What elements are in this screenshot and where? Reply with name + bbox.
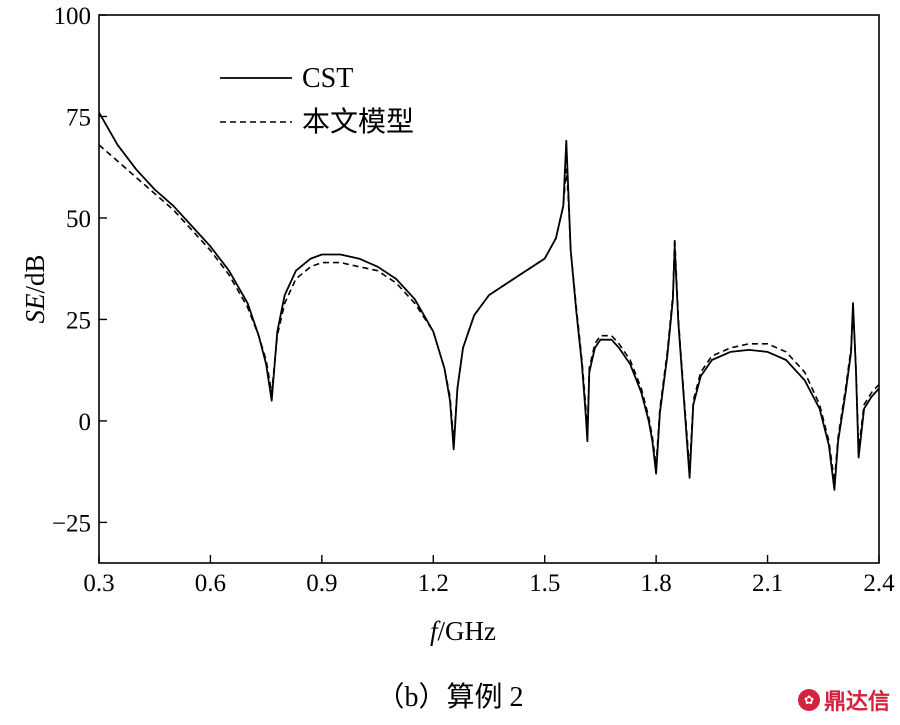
legend-label-cst: CST (302, 63, 353, 94)
y-tick-label: −25 (52, 510, 91, 537)
series-layer (98, 111, 880, 491)
y-tick-label: 75 (66, 104, 91, 131)
y-axis-title: SE/dB (20, 254, 50, 323)
x-tick-label: 0.9 (306, 570, 337, 597)
y-axis-title-unit: /dB (20, 254, 50, 293)
y-tick-label: 50 (66, 206, 91, 233)
x-axis-title-unit: /GHz (438, 616, 496, 646)
x-tick-label: 2.1 (752, 570, 783, 597)
plot-frame (98, 14, 880, 564)
watermark-text: 鼎达信 (823, 690, 890, 715)
y-tick-label: 0 (79, 409, 92, 436)
x-axis-title: f/GHz (430, 616, 496, 646)
x-tick-label: 1.2 (418, 570, 449, 597)
legend: CST 本文模型 (220, 63, 414, 138)
figure-caption: （b）算例 2 (376, 682, 524, 713)
x-tick-label: 0.6 (195, 570, 226, 597)
x-tick-label: 1.5 (529, 570, 560, 597)
y-tick-label: 25 (66, 307, 91, 334)
plot-area-border (98, 14, 880, 564)
x-tick-label: 0.3 (83, 570, 114, 597)
logo-icon: ✿ (797, 689, 820, 711)
series-line-model (98, 144, 880, 483)
watermark: ✿ 鼎达信 (797, 684, 890, 716)
legend-label-model: 本文模型 (302, 106, 414, 138)
x-tick-label: 2.4 (863, 570, 895, 597)
x-axis: 0.3 0.6 0.9 1.2 1.5 1.8 2.1 2.4 (83, 555, 895, 597)
y-axis-title-var: SE (20, 293, 50, 324)
x-tick-label: 1.8 (641, 570, 672, 597)
y-tick-label: 100 (54, 3, 92, 30)
x-axis-title-var: f (430, 616, 441, 646)
series-line-cst (98, 111, 880, 491)
